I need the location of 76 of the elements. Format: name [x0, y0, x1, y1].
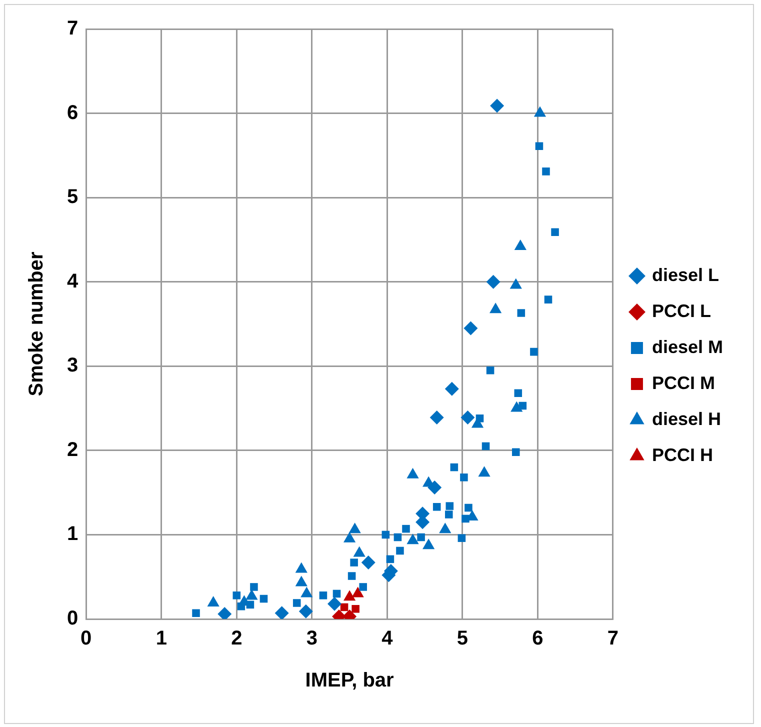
- legend-label: PCCI M: [652, 372, 715, 393]
- point: [192, 609, 200, 617]
- point: [517, 309, 526, 317]
- point: [542, 168, 550, 176]
- point: [462, 514, 470, 523]
- y-tick-label: 4: [67, 270, 79, 292]
- y-tick-label: 2: [67, 438, 78, 461]
- point: [428, 480, 442, 495]
- point: [551, 228, 559, 236]
- legend-label: diesel L: [652, 264, 720, 285]
- point: [394, 533, 402, 542]
- x-tick-label: 6: [532, 628, 544, 650]
- point: [274, 606, 289, 619]
- legend-label: diesel H: [652, 408, 722, 429]
- point: [482, 442, 490, 450]
- point: [458, 534, 466, 542]
- point: [544, 296, 552, 304]
- x-axis-title: IMEP, bar: [305, 670, 394, 692]
- point: [292, 599, 301, 607]
- point: [486, 366, 494, 374]
- y-tick-label: 5: [67, 186, 78, 208]
- y-tick-label: 3: [67, 354, 78, 377]
- x-tick-label: 7: [607, 628, 619, 650]
- point: [382, 530, 390, 539]
- legend-label: PCCI H: [652, 444, 713, 465]
- point: [464, 321, 478, 336]
- point: [460, 474, 468, 482]
- x-tick-label: 4: [382, 628, 394, 650]
- y-tick-label: 1: [67, 523, 78, 546]
- point: [237, 602, 246, 610]
- point: [464, 504, 472, 512]
- legend-label: PCCI L: [652, 300, 711, 321]
- point: [327, 596, 342, 611]
- point: [530, 348, 538, 356]
- point: [386, 555, 394, 564]
- point: [396, 546, 404, 555]
- point: [446, 502, 454, 510]
- point: [476, 414, 484, 422]
- point: [332, 590, 341, 598]
- point: [460, 410, 475, 425]
- point: [250, 583, 258, 591]
- point: [514, 389, 522, 398]
- point: [402, 524, 410, 533]
- point: [361, 556, 376, 570]
- point: [352, 604, 360, 613]
- point: [417, 533, 425, 542]
- point: [218, 606, 232, 619]
- point: [343, 590, 356, 601]
- point: [432, 503, 441, 511]
- point: [246, 600, 254, 609]
- point: [232, 592, 241, 600]
- point: [535, 142, 544, 150]
- point: [340, 603, 348, 612]
- point: [319, 592, 328, 600]
- point: [490, 98, 504, 113]
- legend-label: diesel M: [652, 336, 724, 357]
- point: [359, 583, 367, 591]
- point: [450, 463, 458, 472]
- point: [512, 448, 520, 456]
- point: [260, 594, 268, 603]
- point: [350, 558, 358, 566]
- x-tick-label: 3: [306, 628, 318, 650]
- y-axis-title: Smoke number: [26, 252, 48, 396]
- y-tick-label: 7: [67, 18, 78, 40]
- point: [445, 510, 453, 518]
- point: [298, 604, 313, 618]
- x-tick-label: 5: [456, 628, 468, 650]
- point: [430, 410, 444, 425]
- x-tick-label: 2: [231, 628, 242, 650]
- x-tick-label: 1: [156, 628, 167, 650]
- point: [518, 402, 527, 410]
- point: [348, 572, 356, 580]
- point: [486, 274, 500, 289]
- y-tick-label: 0: [67, 608, 78, 630]
- point: [444, 382, 459, 396]
- y-tick-label: 6: [67, 102, 78, 124]
